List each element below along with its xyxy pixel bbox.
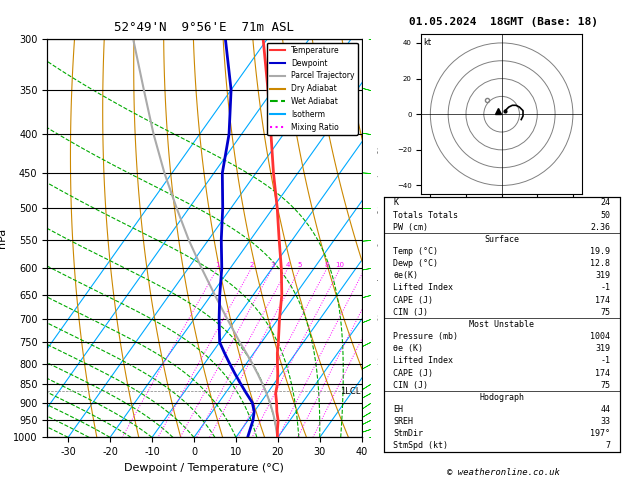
Text: EH: EH xyxy=(393,405,403,414)
Text: 197°: 197° xyxy=(590,429,610,438)
Text: 4: 4 xyxy=(286,262,290,268)
Text: Lifted Index: Lifted Index xyxy=(393,356,453,365)
Text: 2.36: 2.36 xyxy=(590,223,610,232)
Text: 12.8: 12.8 xyxy=(590,259,610,268)
Text: -1: -1 xyxy=(600,283,610,293)
Text: 01.05.2024  18GMT (Base: 18): 01.05.2024 18GMT (Base: 18) xyxy=(409,17,598,27)
Text: K: K xyxy=(393,198,398,208)
Text: 319: 319 xyxy=(595,344,610,353)
Text: 1: 1 xyxy=(215,262,220,268)
Text: -1: -1 xyxy=(600,356,610,365)
Text: StmDir: StmDir xyxy=(393,429,423,438)
Text: 319: 319 xyxy=(595,271,610,280)
Text: 5: 5 xyxy=(298,262,303,268)
Text: 44: 44 xyxy=(600,405,610,414)
Text: PW (cm): PW (cm) xyxy=(393,223,428,232)
Text: CIN (J): CIN (J) xyxy=(393,308,428,317)
Text: 50: 50 xyxy=(600,210,610,220)
Text: Lifted Index: Lifted Index xyxy=(393,283,453,293)
Text: 1004: 1004 xyxy=(590,332,610,341)
Text: Totals Totals: Totals Totals xyxy=(393,210,458,220)
Text: Dewp (°C): Dewp (°C) xyxy=(393,259,438,268)
Legend: Temperature, Dewpoint, Parcel Trajectory, Dry Adiabat, Wet Adiabat, Isotherm, Mi: Temperature, Dewpoint, Parcel Trajectory… xyxy=(267,43,358,135)
Text: 1LCL: 1LCL xyxy=(340,387,360,396)
Text: Hodograph: Hodograph xyxy=(479,393,524,402)
Text: Most Unstable: Most Unstable xyxy=(469,320,534,329)
Text: Temp (°C): Temp (°C) xyxy=(393,247,438,256)
Text: CAPE (J): CAPE (J) xyxy=(393,295,433,305)
Text: 75: 75 xyxy=(600,308,610,317)
Text: Pressure (mb): Pressure (mb) xyxy=(393,332,458,341)
Text: 7: 7 xyxy=(605,441,610,451)
X-axis label: Dewpoint / Temperature (°C): Dewpoint / Temperature (°C) xyxy=(125,463,284,473)
Text: 2: 2 xyxy=(249,262,253,268)
Text: 3: 3 xyxy=(270,262,275,268)
Y-axis label: hPa: hPa xyxy=(0,228,8,248)
Title: 52°49'N  9°56'E  71m ASL: 52°49'N 9°56'E 71m ASL xyxy=(114,20,294,34)
Text: SREH: SREH xyxy=(393,417,413,426)
Text: 24: 24 xyxy=(600,198,610,208)
Y-axis label: km
ASL: km ASL xyxy=(394,227,412,249)
Text: 33: 33 xyxy=(600,417,610,426)
Text: 8: 8 xyxy=(325,262,329,268)
Text: kt: kt xyxy=(423,37,431,47)
Text: 174: 174 xyxy=(595,368,610,378)
Text: © weatheronline.co.uk: © weatheronline.co.uk xyxy=(447,468,560,477)
Text: StmSpd (kt): StmSpd (kt) xyxy=(393,441,448,451)
Text: 75: 75 xyxy=(600,381,610,390)
Text: Surface: Surface xyxy=(484,235,519,244)
Text: θe(K): θe(K) xyxy=(393,271,418,280)
Text: 10: 10 xyxy=(336,262,345,268)
Text: CAPE (J): CAPE (J) xyxy=(393,368,433,378)
Text: 174: 174 xyxy=(595,295,610,305)
Text: CIN (J): CIN (J) xyxy=(393,381,428,390)
Text: θe (K): θe (K) xyxy=(393,344,423,353)
Text: 19.9: 19.9 xyxy=(590,247,610,256)
